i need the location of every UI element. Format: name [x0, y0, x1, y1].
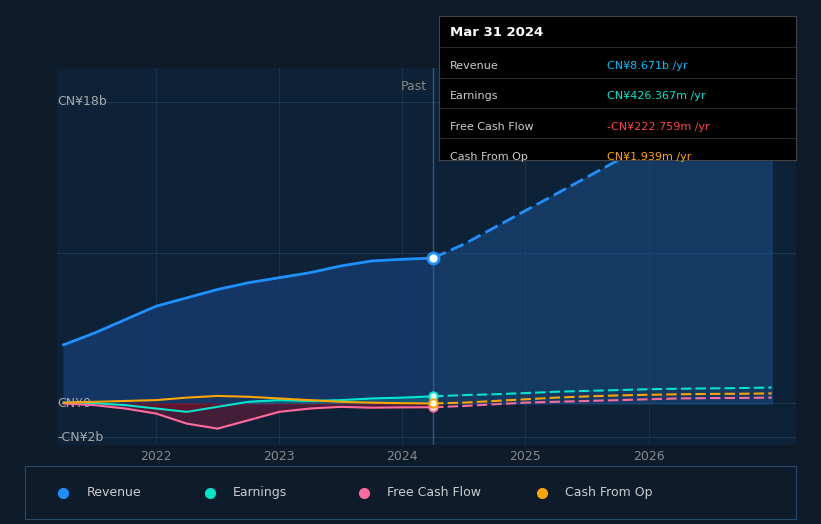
Text: CN¥1.939m /yr: CN¥1.939m /yr — [607, 152, 691, 162]
Text: Earnings: Earnings — [233, 486, 287, 499]
Text: Revenue: Revenue — [86, 486, 141, 499]
Text: Free Cash Flow: Free Cash Flow — [388, 486, 481, 499]
Text: Earnings: Earnings — [450, 91, 498, 102]
Text: Past: Past — [401, 80, 427, 93]
Text: Free Cash Flow: Free Cash Flow — [450, 122, 534, 132]
Text: Mar 31 2024: Mar 31 2024 — [450, 26, 544, 39]
Text: CN¥8.671b /yr: CN¥8.671b /yr — [607, 61, 688, 71]
Text: CN¥0: CN¥0 — [57, 397, 91, 410]
Text: Cash From Op: Cash From Op — [450, 152, 528, 162]
Text: Cash From Op: Cash From Op — [565, 486, 653, 499]
Text: Revenue: Revenue — [450, 61, 498, 71]
Text: CN¥18b: CN¥18b — [57, 95, 108, 108]
Text: -CN¥2b: -CN¥2b — [57, 431, 103, 443]
Text: Analysts Forecasts: Analysts Forecasts — [439, 80, 556, 93]
Text: -CN¥222.759m /yr: -CN¥222.759m /yr — [607, 122, 710, 132]
Text: CN¥426.367m /yr: CN¥426.367m /yr — [607, 91, 705, 102]
